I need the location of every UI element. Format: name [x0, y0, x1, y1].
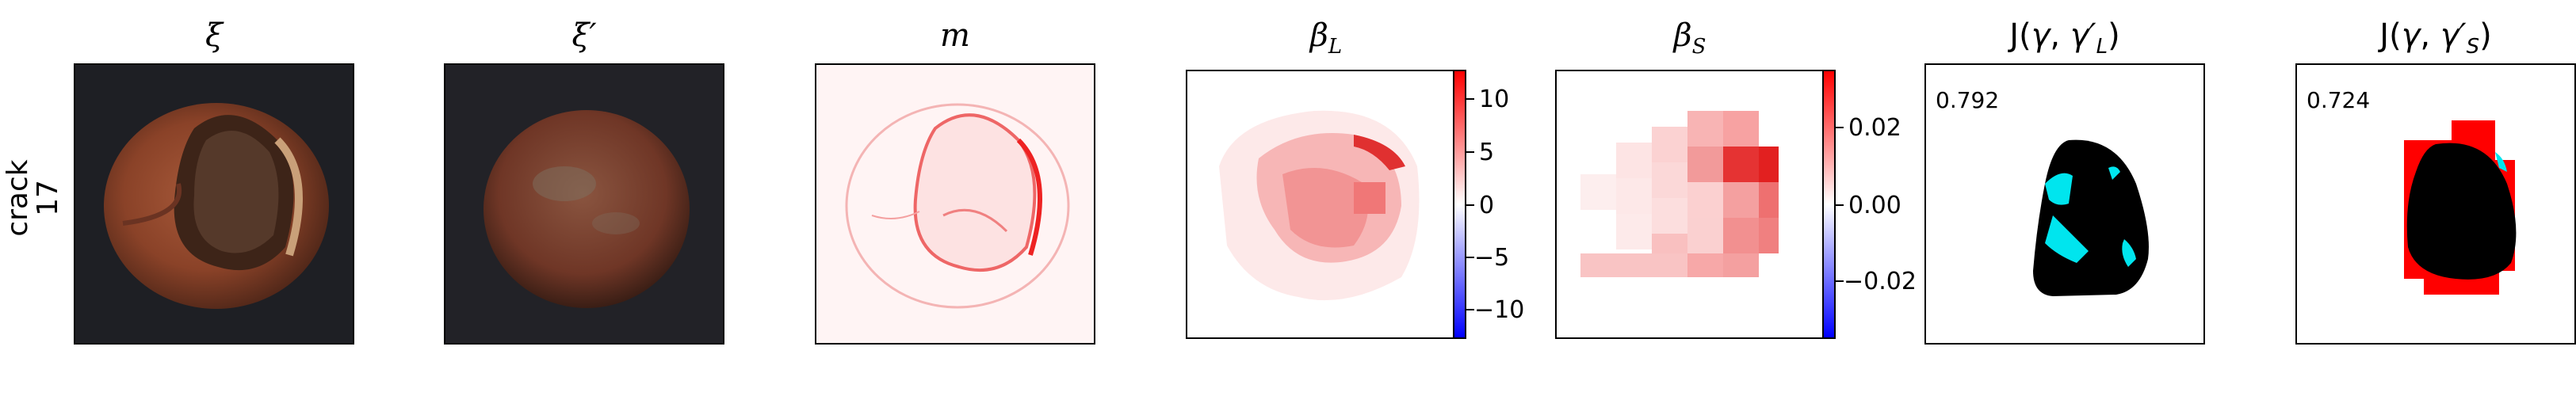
panel-xi-image — [74, 63, 354, 345]
panel-title-m: m — [940, 17, 970, 54]
colorbar-beta-s — [1822, 70, 1836, 339]
row-label-index: 17 — [32, 180, 64, 216]
iou-score: 0.792 — [1936, 87, 2000, 113]
panel-beta-l-map — [1186, 70, 1455, 339]
colorbar-beta-l — [1453, 70, 1466, 339]
tick-label: 0.02 — [1848, 114, 1901, 142]
tick-label: 5 — [1479, 139, 1495, 166]
tick-label: 10 — [1479, 86, 1510, 113]
tick-label: 0 — [1479, 192, 1495, 219]
row-label-class: crack — [2, 159, 34, 237]
tick-label: −10 — [1474, 296, 1525, 324]
panel-j-s-mask: 0.724 — [2295, 63, 2576, 345]
iou-score: 0.724 — [2307, 87, 2371, 113]
panel-title-beta-l: βL — [1309, 17, 1343, 59]
panel-beta-s-map — [1555, 70, 1825, 339]
panel-title-j-l: J(γ, γ′L) — [2009, 17, 2120, 59]
panel-title-j-s: J(γ, γ′S) — [2379, 17, 2492, 59]
panel-title-beta-s: βS — [1673, 17, 1707, 59]
panel-title-xi-prime: ξ′ — [571, 17, 597, 54]
panel-m-map — [815, 63, 1095, 345]
tick-label: −0.02 — [1844, 268, 1917, 295]
panel-title-xi: ξ — [204, 17, 224, 54]
tick-label: −5 — [1474, 244, 1510, 272]
panel-j-l-mask: 0.792 — [1924, 63, 2205, 345]
tick-label: 0.00 — [1848, 192, 1901, 219]
panel-xi-prime-image — [444, 63, 724, 345]
